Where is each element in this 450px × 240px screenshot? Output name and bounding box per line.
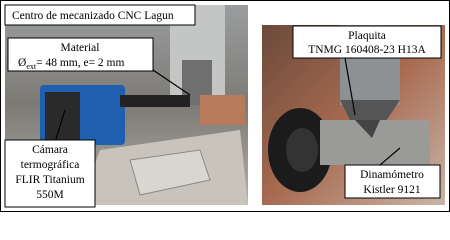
dynamometer-box	[344, 164, 441, 199]
insert-arrow	[344, 57, 356, 116]
camera-line: termográfica	[21, 159, 80, 171]
insert-box	[292, 25, 442, 59]
insert-line: Plaquita	[348, 30, 386, 42]
title-box	[4, 4, 196, 26]
figure: Centro de mecanizado CNC Lagun Material …	[0, 0, 450, 212]
material-arrow	[149, 67, 191, 96]
camera-box	[4, 139, 96, 208]
insert-line: TNMG 160408-23 H13A	[308, 44, 426, 56]
material-label: Material	[61, 42, 100, 54]
camera-line: 550M	[36, 189, 63, 201]
dynamometer-line: Kistler 9121	[363, 184, 420, 196]
subscript: ext	[26, 62, 37, 71]
camera-line: FLIR Titanium	[15, 174, 84, 186]
dynamometer-arrow	[379, 147, 401, 166]
title: Centro de mecanizado CNC Lagun	[12, 10, 174, 22]
material-spec: Øext= 48 mm, e= 2 mm	[18, 57, 125, 71]
camera-arrow	[54, 109, 66, 143]
spec: = 48 mm, e= 2 mm	[36, 57, 124, 69]
dynamometer-line: Dinamómetro	[360, 169, 424, 181]
material-box	[7, 37, 154, 72]
symbol: Ø	[18, 57, 26, 69]
camera-line: Cámara	[32, 144, 68, 156]
